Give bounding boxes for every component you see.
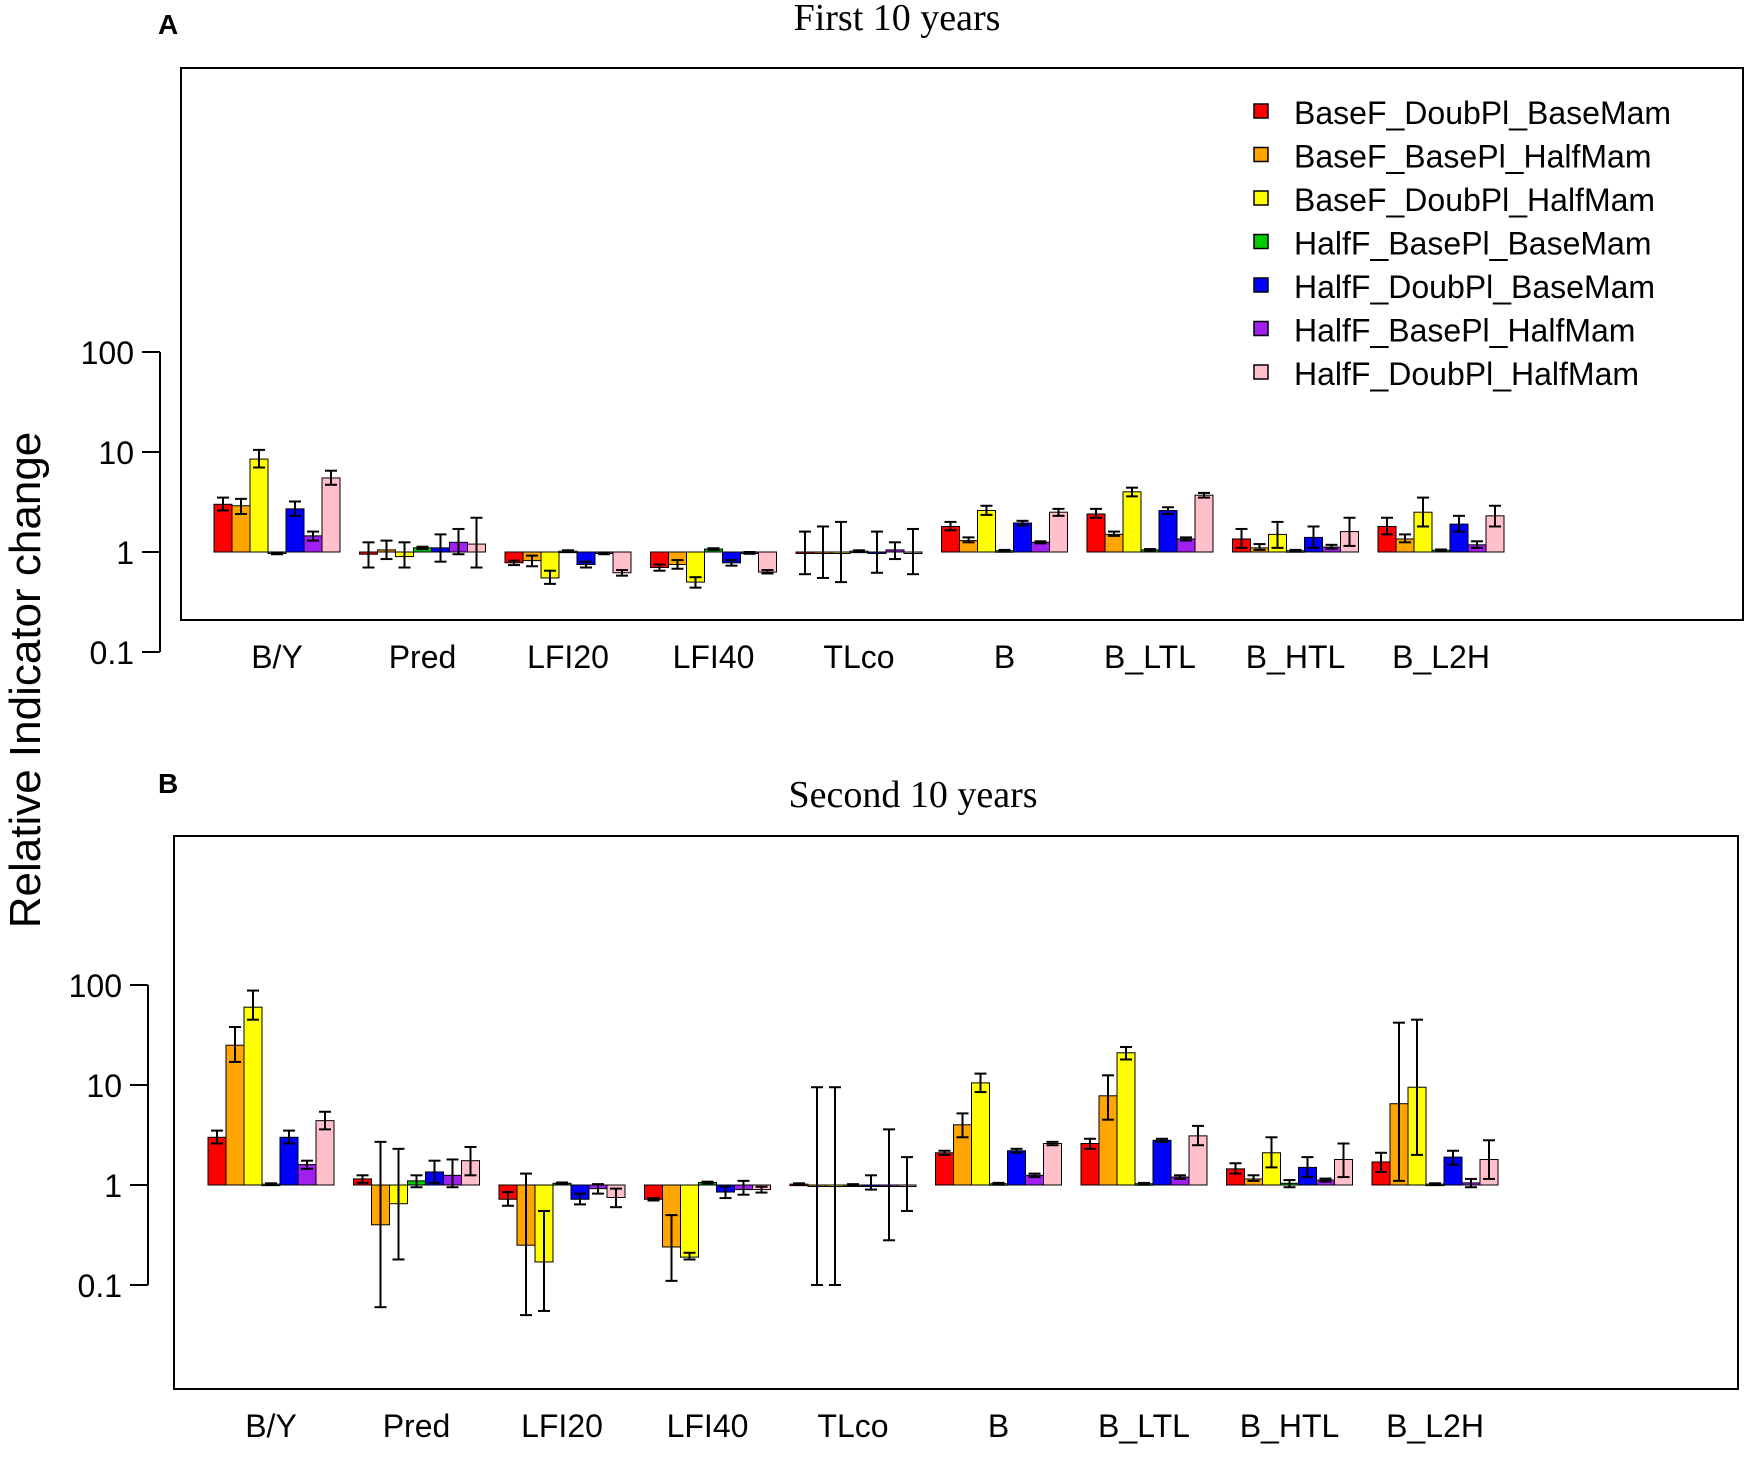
bar-5-6: [1049, 511, 1068, 553]
y-tick-label-a: 10: [98, 435, 134, 471]
bar-6-4: [1152, 1139, 1172, 1186]
legend-label-4: HalfF_DoubPl_BaseMam: [1294, 269, 1655, 305]
plot-marks-a: [213, 448, 1505, 589]
bar-6-0: [1086, 513, 1106, 553]
legend-swatch-4: [1253, 277, 1269, 293]
bar-5-4: [1013, 522, 1032, 553]
bar-6-6: [1194, 494, 1214, 553]
legend-label-1: BaseF_BasePl_HalfMam: [1294, 139, 1651, 175]
x-tick-label: B: [994, 639, 1015, 675]
legend-label-6: HalfF_DoubPl_HalfMam: [1294, 356, 1639, 392]
legend: BaseF_DoubPl_BaseMam BaseF_BasePl_HalfMam…: [1253, 95, 1671, 392]
legend-label-2: BaseF_DoubPl_HalfMam: [1294, 182, 1655, 218]
y-tick-label-b: 1: [104, 1168, 122, 1204]
y-tick-label-a: 1: [116, 535, 134, 571]
bar-6-2: [1122, 491, 1142, 553]
bar-5-4: [1007, 1150, 1026, 1186]
y-axis-a: 0.1 1 10 100: [81, 335, 161, 671]
x-axis-labels-a: B/Y Pred LFI20 LFI40 TLco B B_LTL B_HTL B_L2H: [251, 639, 1490, 675]
x-tick-label: B/Y: [251, 639, 303, 675]
x-axis-labels-b: B/Y Pred LFI20 LFI40 TLco B B_LTL B_HTL B_L2H: [245, 1408, 1484, 1444]
y-tick-label-b: 100: [69, 968, 122, 1004]
x-tick-label: LFI20: [527, 639, 609, 675]
legend-swatch-0: [1253, 103, 1269, 119]
legend-swatch-5: [1253, 320, 1269, 337]
x-tick-label: B_LTL: [1104, 639, 1196, 675]
legend-swatch-3: [1253, 233, 1269, 250]
plot-frame-b: [173, 835, 1739, 1390]
bar-3-2: [680, 1184, 699, 1258]
bar-5-0: [935, 1152, 954, 1186]
bar-0-1: [225, 1044, 245, 1186]
bar-5-2: [971, 1082, 990, 1186]
x-tick-label: LFI20: [521, 1408, 603, 1444]
bar-0-2: [249, 458, 269, 553]
bar-6-4: [1158, 510, 1178, 553]
bar-5-6: [1043, 1143, 1062, 1186]
legend-label-0: BaseF_DoubPl_BaseMam: [1294, 95, 1671, 131]
y-tick-label-a: 100: [81, 335, 134, 371]
x-tick-label: LFI40: [673, 639, 755, 675]
x-tick-label: B_HTL: [1240, 1408, 1340, 1444]
plot-frame-a: [180, 67, 1744, 621]
x-tick-label: B_LTL: [1098, 1408, 1190, 1444]
bar-0-2: [243, 1006, 263, 1186]
bar-5-2: [977, 510, 996, 553]
panel-label-a: A: [158, 9, 178, 40]
legend-label-3: HalfF_BasePl_BaseMam: [1294, 226, 1651, 262]
chart-title-b: Second 10 years: [788, 774, 1037, 816]
plot-marks-b: [207, 989, 1499, 1317]
legend-swatch-1: [1253, 146, 1269, 163]
panel-label-b: B: [158, 768, 178, 799]
x-tick-label: B_L2H: [1392, 639, 1490, 675]
bar-6-2: [1116, 1052, 1136, 1186]
panel-b: B Second 10 years 0.1 1 10 100 B/Y Pred LFI20…: [69, 768, 1739, 1444]
x-tick-label: TLco: [823, 639, 894, 675]
bar-0-6: [321, 477, 341, 553]
legend-swatch-2: [1253, 190, 1269, 206]
x-tick-label: TLco: [817, 1408, 888, 1444]
y-tick-label-b: 10: [86, 1068, 122, 1104]
y-tick-label-a: 0.1: [90, 635, 134, 671]
panel-a: A First 10 years 0.1 1 10 100 B/Y Pred LFI20 L…: [81, 0, 1744, 675]
legend-label-5: HalfF_BasePl_HalfMam: [1294, 313, 1635, 349]
x-tick-label: B_HTL: [1246, 639, 1346, 675]
x-tick-label: Pred: [383, 1408, 451, 1444]
y-axis-b: 0.1 1 10 100: [69, 968, 149, 1304]
x-tick-label: B/Y: [245, 1408, 297, 1444]
y-tick-label-b: 0.1: [78, 1268, 122, 1304]
x-tick-label: LFI40: [667, 1408, 749, 1444]
x-tick-label: B: [988, 1408, 1009, 1444]
x-tick-label: Pred: [389, 639, 457, 675]
y-axis-label: Relative Indicator change: [1, 432, 50, 929]
x-tick-label: B_L2H: [1386, 1408, 1484, 1444]
chart-title-a: First 10 years: [794, 0, 1001, 39]
bar-6-1: [1104, 533, 1124, 553]
legend-swatch-6: [1253, 364, 1269, 380]
